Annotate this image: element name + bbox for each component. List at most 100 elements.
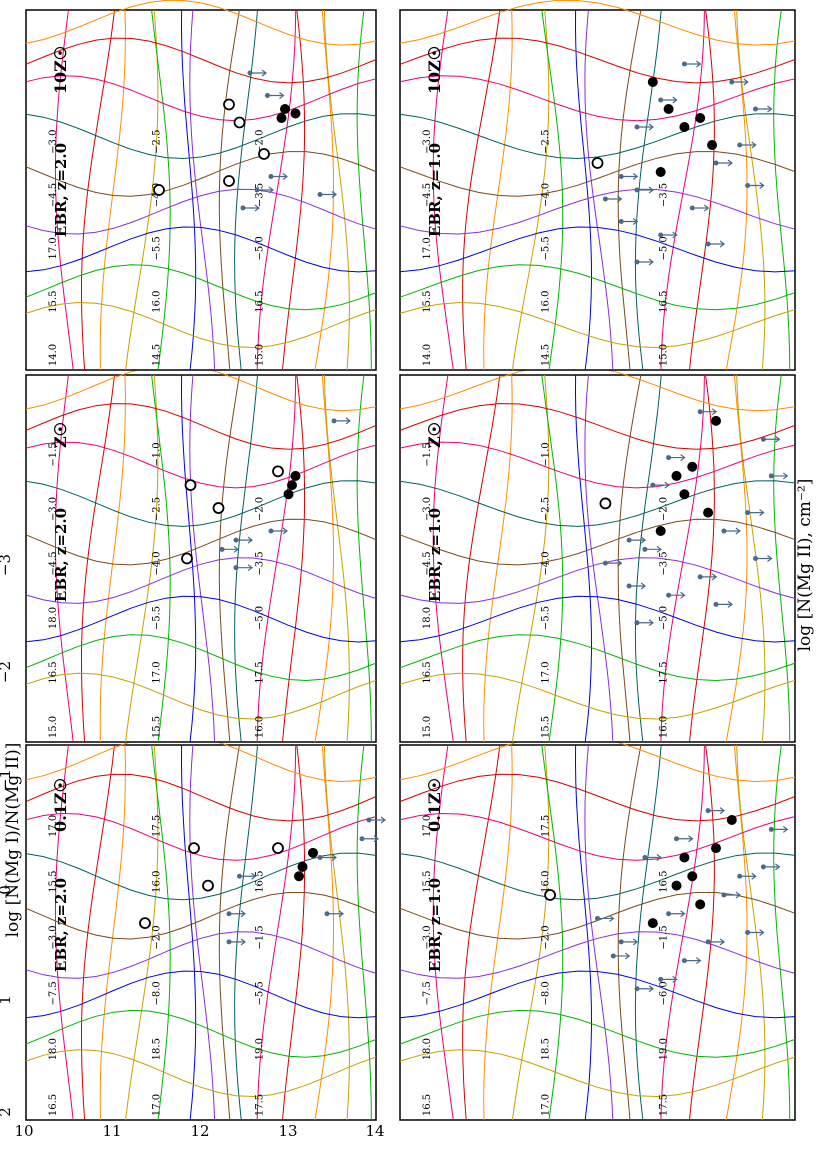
contour-label: −2.5 [540, 130, 551, 154]
upper-limit-arrow [755, 105, 773, 113]
data-point-filled [655, 167, 666, 177]
contour-line [25, 773, 377, 822]
contour-line [125, 374, 159, 743]
contour-label: 16.0 [151, 871, 162, 893]
contour-line [399, 188, 796, 235]
contour-label: 16.5 [48, 1094, 59, 1116]
contour-label: −3.0 [48, 130, 59, 154]
contour-line [483, 744, 513, 1121]
contour-label: 15.0 [659, 344, 670, 366]
upper-limit-arrow [660, 96, 678, 104]
contour-line [432, 744, 454, 1121]
upper-limit-arrow [239, 872, 257, 880]
data-point-open [591, 157, 604, 169]
contour-line [25, 441, 377, 489]
contour-label: 17.0 [48, 815, 59, 837]
contour-line [125, 9, 159, 371]
panel-metallicity: 10Z☉ [51, 46, 70, 94]
panel-frame [25, 744, 377, 1121]
contour-line [574, 374, 593, 743]
contour-label: −4.5 [422, 183, 433, 207]
upper-limit-arrow [327, 910, 344, 918]
contour-line [25, 0, 377, 46]
contour-label: −4.0 [540, 551, 551, 575]
contour-label: −1.0 [151, 442, 162, 466]
upper-limit-arrow [613, 952, 631, 960]
upper-limit-arrow [597, 914, 615, 922]
contour-label: 18.5 [151, 1038, 162, 1060]
ratio-tick-labels: 2 1 0 −1 −2 −3 [0, 554, 14, 1117]
upper-limit-arrow [755, 555, 773, 562]
contour-line [234, 9, 258, 371]
data-point-open [544, 889, 556, 901]
upper-limit-arrow [700, 408, 718, 416]
contour-line [180, 744, 197, 1121]
contour-label: −5.0 [255, 236, 266, 260]
contour-line [25, 672, 377, 720]
contour-line [234, 744, 258, 1121]
contour-line [399, 852, 796, 901]
contour-line [584, 744, 614, 1121]
data-point-filled [726, 815, 737, 825]
contour-label: 17.0 [151, 661, 162, 683]
panel-metallicity: Z☉ [425, 422, 444, 448]
panel-2: 14.0 14.5 15.0 15.5 16.0 16.5 17.0 −5.5 −5.0 −4.5… [25, 0, 377, 371]
upper-limit-arrow [708, 240, 726, 248]
data-point-filled [679, 852, 690, 863]
data-point-filled [647, 918, 658, 929]
contour-label: 19.0 [255, 1038, 266, 1060]
contour-line [660, 374, 705, 743]
upper-limit-arrow [229, 938, 246, 946]
contour-line [660, 9, 705, 371]
contour-line [399, 634, 796, 682]
contour-label: 15.5 [48, 871, 59, 893]
contour-line [25, 557, 377, 604]
contour-label: 17.0 [48, 237, 59, 259]
contour-line [234, 374, 258, 743]
data-point-open [272, 842, 284, 855]
data-point-filled [695, 899, 706, 910]
contour-label: −3.5 [255, 551, 266, 575]
data-point-filled [703, 507, 714, 518]
contour-line [99, 9, 126, 371]
contour-label: −3.0 [422, 497, 433, 521]
contour-line [25, 301, 377, 349]
upper-limit-arrow [660, 231, 678, 239]
contour-line [511, 374, 550, 743]
contour-label: 18.0 [422, 1038, 433, 1060]
contour-label: 16.0 [659, 716, 670, 738]
contour-line [125, 744, 159, 1121]
contour-label: −7.5 [422, 981, 433, 1005]
contour-line [282, 9, 306, 371]
contour-line [25, 75, 377, 122]
upper-limit-arrow [739, 141, 757, 149]
contour-line [432, 9, 454, 371]
contour-label: 14.5 [540, 344, 551, 366]
contour-line [25, 1009, 377, 1058]
contour-label: 17.5 [151, 815, 162, 837]
contour-line [399, 0, 796, 46]
contour-label: −6.0 [659, 981, 670, 1005]
contour-label: 16.5 [255, 871, 266, 893]
data-point-filled [679, 489, 690, 500]
contour-label: 15.0 [255, 344, 266, 366]
upper-limit-arrow [644, 854, 662, 861]
contour-line [25, 403, 377, 450]
upper-limit-arrow [362, 835, 379, 843]
contour-label: 15.0 [48, 716, 59, 738]
contour-label: −3.0 [422, 130, 433, 154]
upper-limit-arrow [369, 816, 386, 824]
contour-line [574, 744, 593, 1121]
contour-label: −2.5 [151, 497, 162, 521]
upper-limit-arrow [716, 600, 733, 608]
panel-frame [399, 744, 796, 1121]
data-point-filled [287, 480, 297, 491]
contour-line [25, 812, 377, 861]
data-point-filled [280, 104, 290, 114]
contour-label: 14.5 [151, 344, 162, 366]
upper-limit-arrow [637, 258, 654, 266]
contour-label: −4.0 [540, 183, 551, 207]
upper-limit-arrow [668, 591, 686, 599]
panel-title: EBR, z=2.0 [52, 878, 70, 972]
contour-line [25, 188, 377, 235]
